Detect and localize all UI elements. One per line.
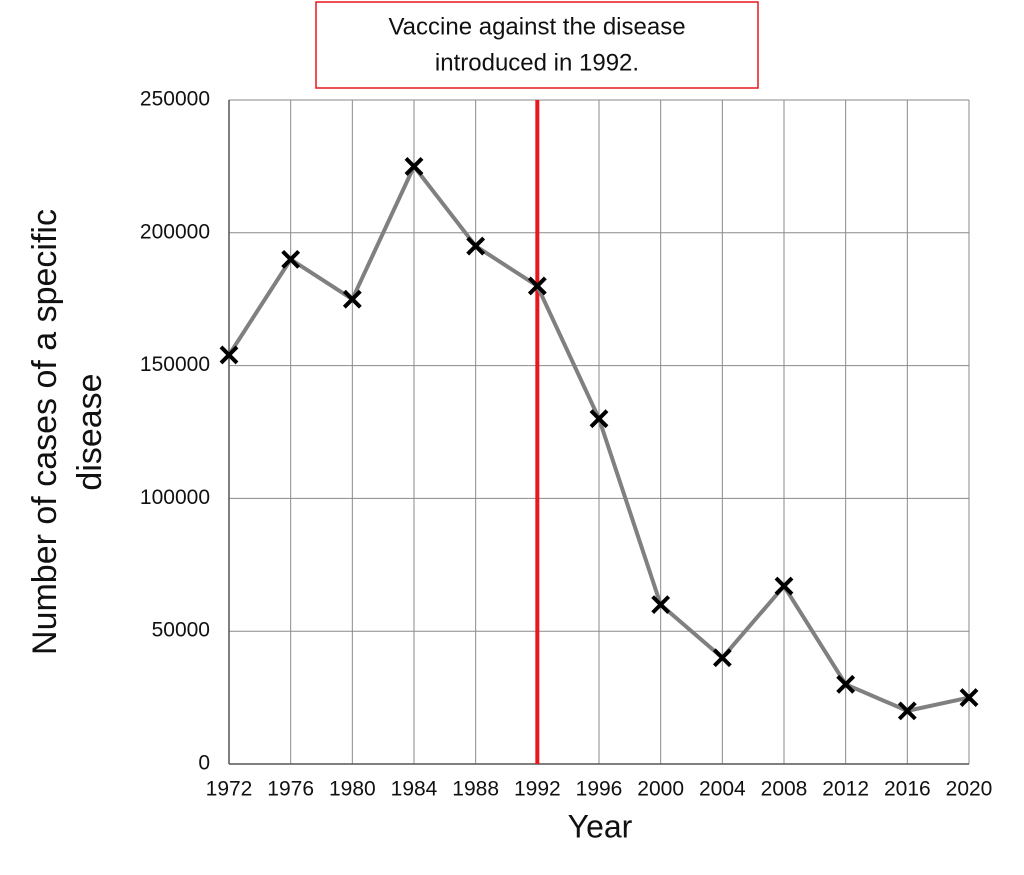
data-marker: [404, 156, 424, 176]
x-tick-label: 1992: [514, 778, 561, 801]
y-tick-label: 100000: [140, 486, 210, 509]
y-tick-label: 200000: [140, 220, 210, 243]
data-marker: [527, 276, 547, 296]
annotation-text: introduced in 1992.: [435, 49, 639, 76]
x-tick-label: 1996: [576, 778, 623, 801]
x-tick-label: 1984: [391, 778, 438, 801]
x-tick-label: 2012: [822, 778, 869, 801]
x-tick-label: 1980: [329, 778, 376, 801]
x-tick-label: 1976: [267, 778, 314, 801]
data-marker: [712, 648, 732, 668]
data-marker: [897, 701, 917, 721]
x-tick-label: 2008: [761, 778, 808, 801]
data-marker: [774, 576, 794, 596]
data-marker: [959, 688, 979, 708]
data-marker: [589, 409, 609, 429]
annotation-box: [315, 1, 759, 89]
data-marker: [651, 595, 671, 615]
x-tick-label: 1988: [452, 778, 499, 801]
y-tick-label: 50000: [152, 619, 210, 642]
x-tick-label: 2004: [699, 778, 746, 801]
x-tick-label: 2016: [884, 778, 931, 801]
data-marker: [281, 249, 301, 269]
data-marker: [342, 289, 362, 309]
x-tick-label: 1972: [206, 778, 253, 801]
y-axis-label: disease: [71, 373, 109, 490]
y-tick-label: 0: [198, 752, 210, 775]
x-tick-label: 2000: [637, 778, 684, 801]
data-marker: [836, 674, 856, 694]
y-tick-label: 250000: [140, 88, 210, 111]
x-axis-label: Year: [568, 808, 633, 844]
x-tick-label: 2020: [946, 778, 993, 801]
annotation-text: Vaccine against the disease: [388, 13, 685, 40]
y-axis-label: Number of cases of a specific: [26, 209, 64, 655]
data-marker: [219, 345, 239, 365]
y-tick-label: 150000: [140, 353, 210, 376]
data-marker: [466, 236, 486, 256]
